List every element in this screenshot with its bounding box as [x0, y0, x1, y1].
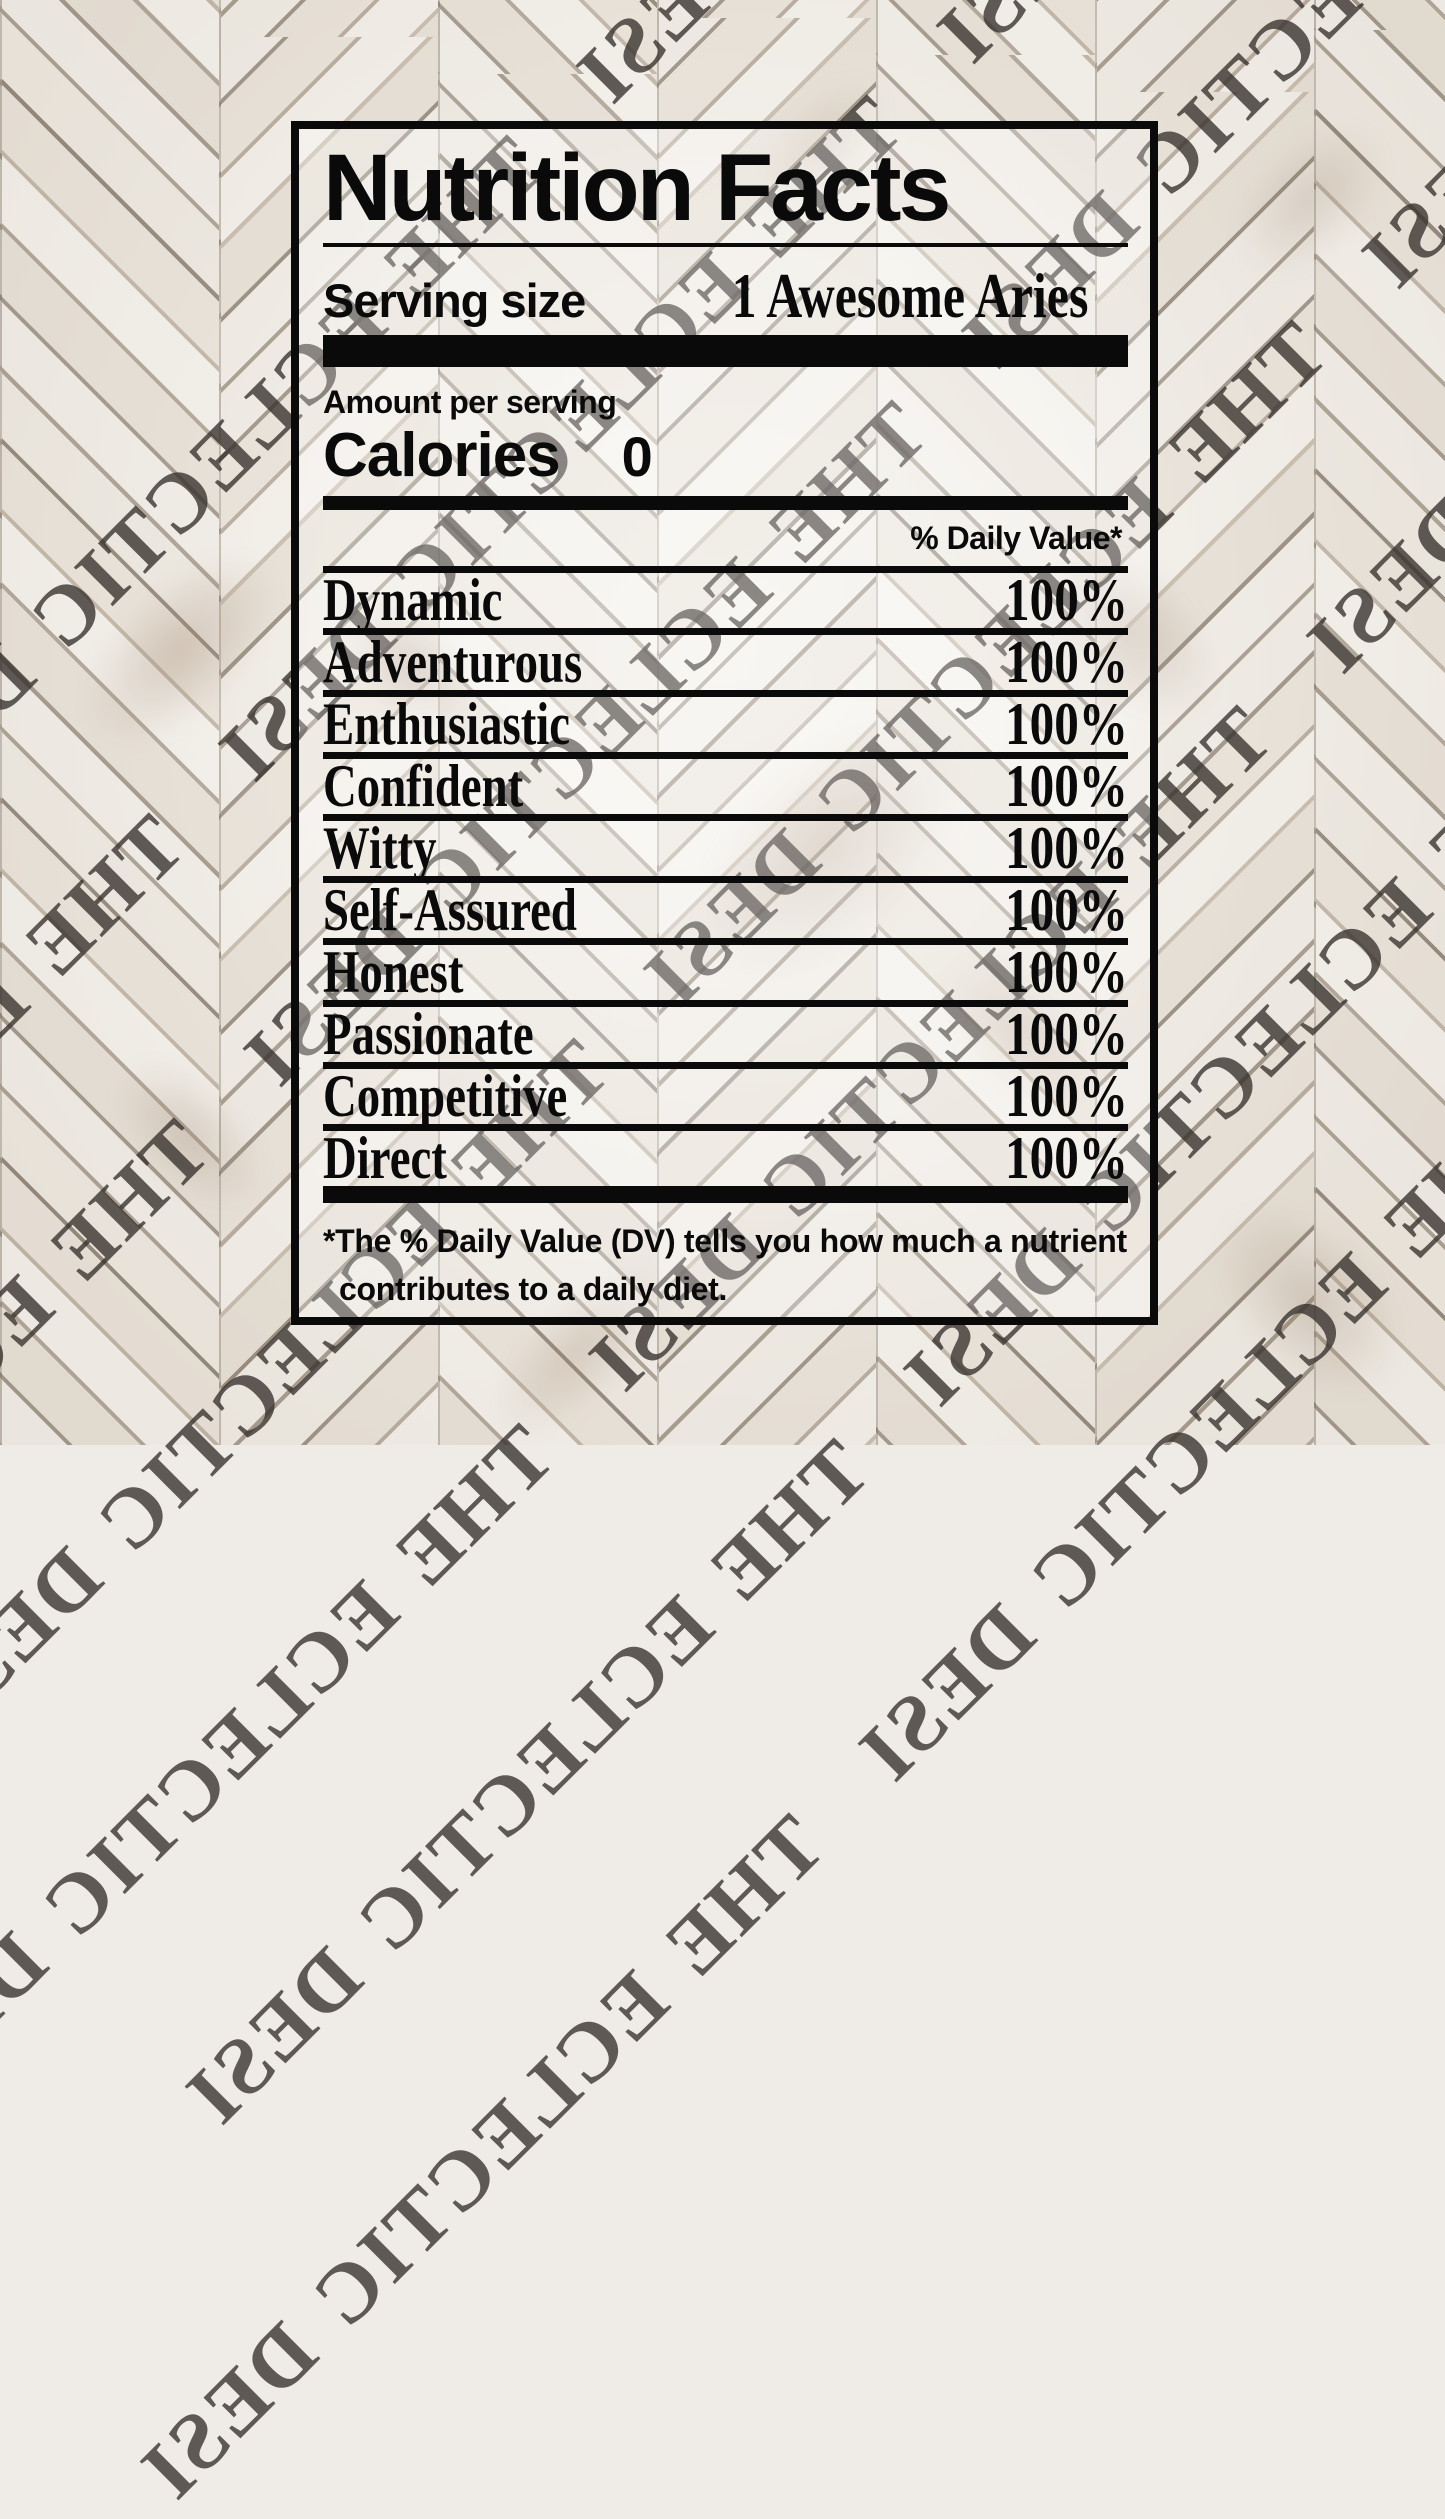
dv-row-value: 100% — [1005, 1124, 1128, 1191]
dv-row-name: Confident — [323, 752, 524, 819]
dv-row-name: Witty — [323, 814, 437, 881]
footnote-line-2: contributes to a daily diet. — [339, 1270, 728, 1307]
dv-row: Adventurous 100% — [323, 629, 1128, 697]
dv-row-value: 100% — [1005, 690, 1128, 757]
serving-size-value: 1 Awesome Aries — [731, 260, 1088, 332]
dv-row: Dynamic 100% — [323, 567, 1128, 635]
dv-bottom-bar — [323, 1185, 1128, 1203]
dv-row-name: Passionate — [323, 1000, 534, 1067]
dv-row-name: Honest — [323, 938, 464, 1005]
label-title: Nutrition Facts — [323, 135, 951, 241]
dv-row-value: 100% — [1005, 566, 1128, 633]
dv-row-name: Competitive — [323, 1062, 568, 1129]
wood-band — [0, 0, 219, 1445]
dv-header-underline — [323, 565, 1128, 573]
wood-band — [657, 0, 876, 1445]
dv-row: Honest 100% — [323, 939, 1128, 1007]
dv-row-name: Direct — [323, 1124, 447, 1191]
dv-row: Witty 100% — [323, 815, 1128, 883]
wood-band — [876, 0, 1095, 1445]
daily-value-header: % Daily Value* — [910, 519, 1122, 556]
dv-row-name: Enthusiastic — [323, 690, 571, 757]
title-underline — [323, 243, 1128, 248]
dv-row: Self-Assured 100% — [323, 877, 1128, 945]
dv-row-name: Dynamic — [323, 566, 503, 633]
dv-row-name: Self-Assured — [323, 876, 577, 943]
dv-row: Confident 100% — [323, 753, 1128, 821]
wood-band — [219, 0, 438, 1445]
dv-row: Competitive 100% — [323, 1063, 1128, 1131]
dv-rows: Dynamic 100% Adventurous 100% Enthusiastic 10… — [323, 567, 1128, 1191]
calories-label: Calories — [323, 420, 561, 490]
dv-row-value: 100% — [1005, 938, 1128, 1005]
dv-row-value: 100% — [1005, 876, 1128, 943]
wood-band — [1095, 0, 1314, 1445]
dv-row-value: 100% — [1005, 1000, 1128, 1067]
footnote: *The % Daily Value (DV) tells you how mu… — [323, 1217, 1128, 1313]
amount-per-serving-label: Amount per serving — [323, 384, 617, 421]
dv-row-value: 100% — [1005, 628, 1128, 695]
calories-row: Calories 0 — [323, 420, 1128, 490]
dv-row-value: 100% — [1005, 1062, 1128, 1129]
dv-row: Passionate 100% — [323, 1001, 1128, 1069]
serving-size-label: Serving size — [323, 274, 586, 328]
dv-row-name: Adventurous — [323, 628, 583, 695]
lighting-overlay — [0, 0, 1445, 1445]
wood-band — [438, 0, 657, 1445]
nutrition-label: Nutrition Facts Serving size 1 Awesome A… — [291, 121, 1158, 1325]
calories-value: 0 — [621, 424, 653, 488]
dv-row: Enthusiastic 100% — [323, 691, 1128, 759]
dv-row: Direct 100% — [323, 1125, 1128, 1191]
dv-row-value: 100% — [1005, 814, 1128, 881]
calories-underbar — [323, 495, 1128, 510]
footnote-line-1: *The % Daily Value (DV) tells you how mu… — [323, 1222, 1127, 1259]
wood-band — [1314, 0, 1445, 1445]
serving-row: Serving size 1 Awesome Aries — [323, 259, 1128, 331]
wood-background — [0, 0, 1445, 1445]
dv-row-value: 100% — [1005, 752, 1128, 819]
thick-bar — [323, 335, 1128, 368]
